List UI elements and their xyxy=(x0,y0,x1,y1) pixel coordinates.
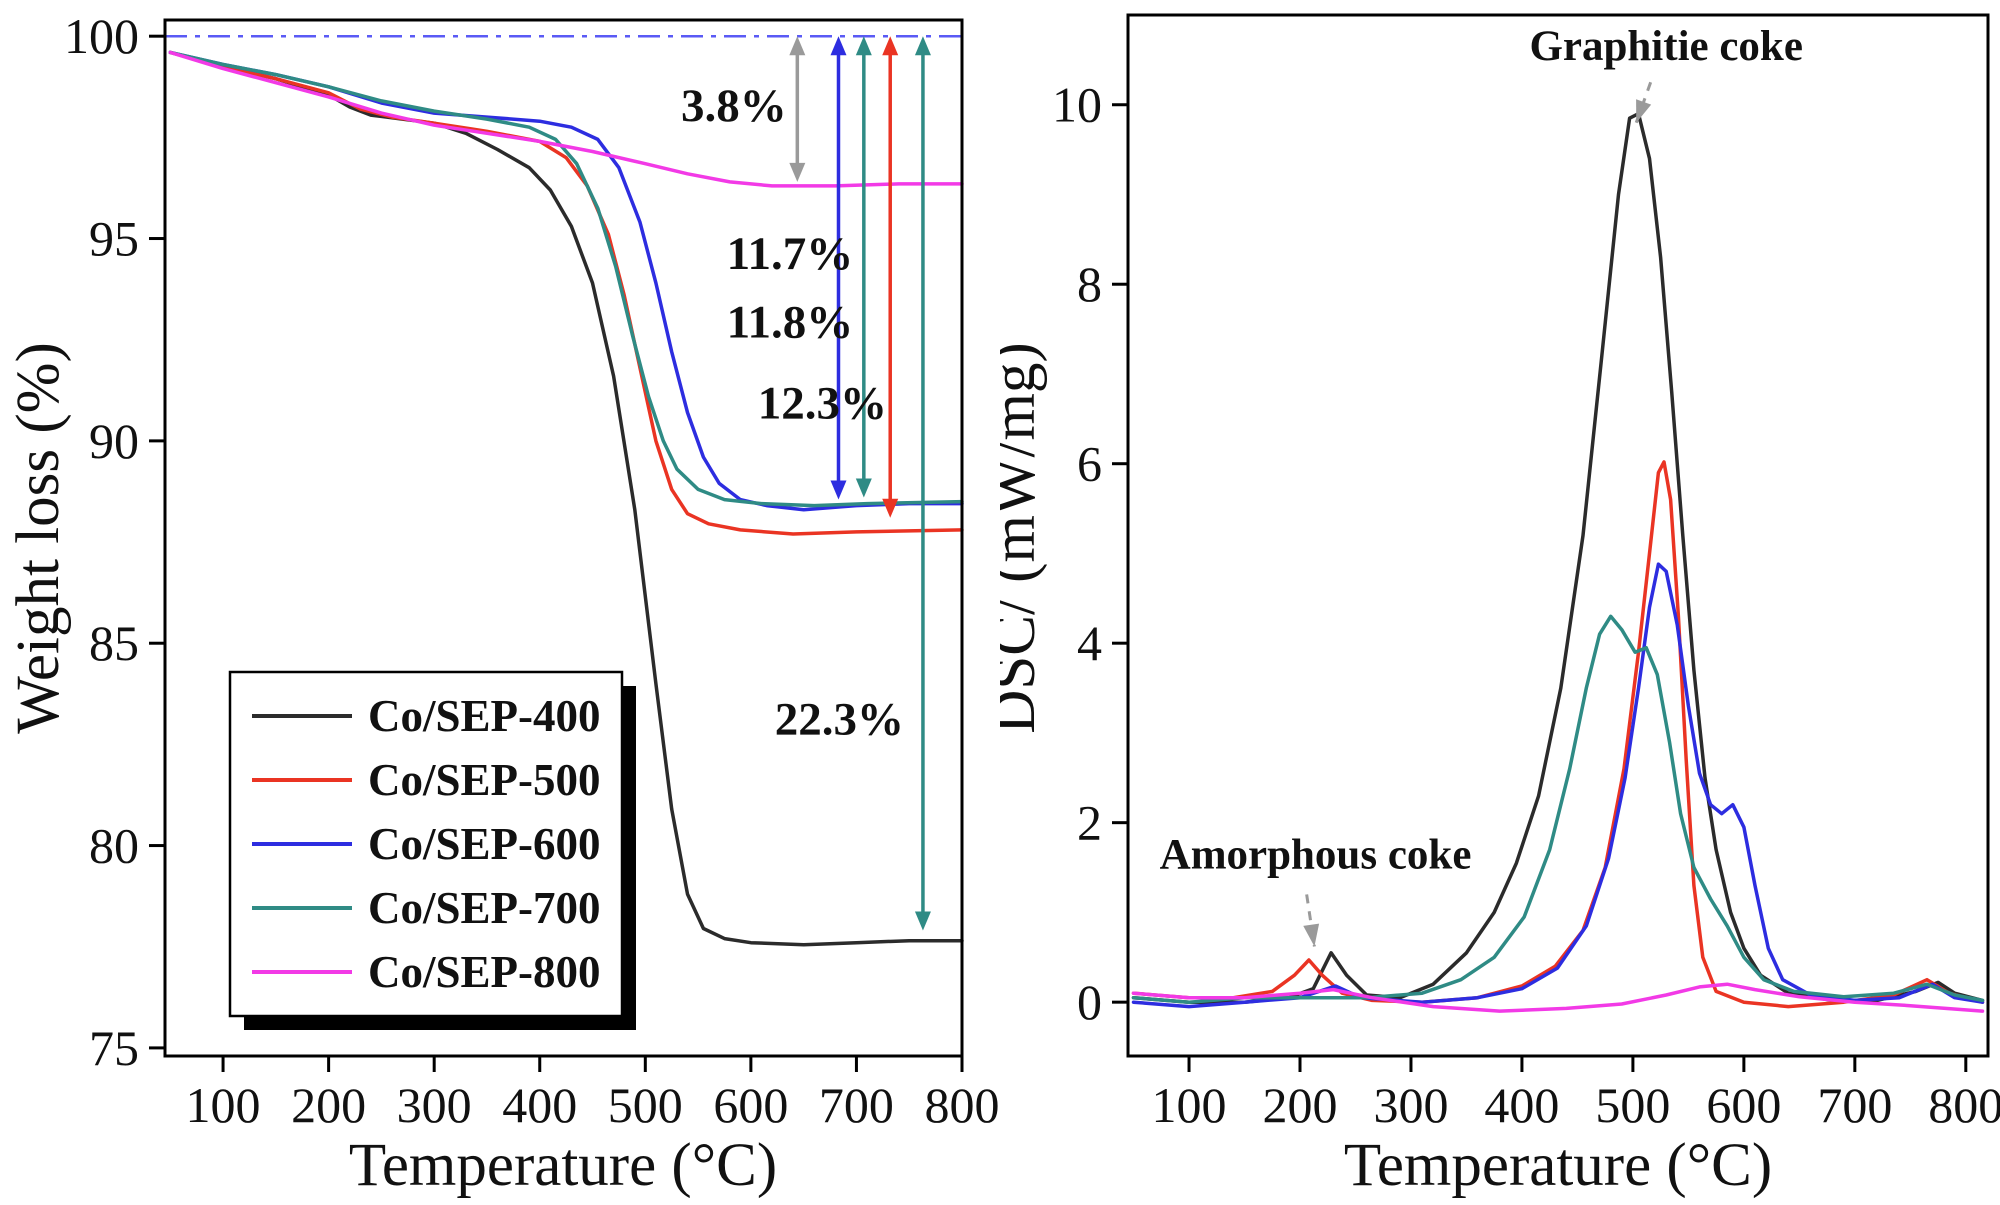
y-tick-label: 6 xyxy=(1077,436,1102,492)
arrowhead-down-icon xyxy=(830,480,847,500)
x-tick-label: 700 xyxy=(1817,1077,1892,1133)
y-tick-label: 2 xyxy=(1077,795,1102,851)
x-tick-label: 100 xyxy=(186,1077,261,1133)
pointer-arrow-line xyxy=(1305,894,1316,947)
curve-co-sep-500 xyxy=(1131,460,1985,1009)
curve-co-sep-400 xyxy=(1131,111,1985,1004)
arrowhead-up-icon xyxy=(882,36,899,56)
annotation-label-22-3-: 22.3% xyxy=(775,693,904,745)
annotation-label-11-8-: 11.8% xyxy=(727,297,854,349)
annotation-label-graphitie-coke: Graphitie coke xyxy=(1529,23,1803,70)
tga-chart: 100 200 300 400 500 600 700 800 75 80 85 90 95 100 Co/… xyxy=(5,8,1000,1199)
arrowhead-down-icon xyxy=(789,162,806,182)
y-tick-label: 0 xyxy=(1077,974,1102,1030)
y-tick-label: 10 xyxy=(1052,77,1102,133)
curve-co-sep-800 xyxy=(168,50,964,188)
x-tick-label: 300 xyxy=(1373,1077,1448,1133)
dsc-x-axis-title: Temperature (°C) xyxy=(1344,1132,1772,1199)
x-tick-label: 700 xyxy=(819,1077,894,1133)
x-tick-label: 200 xyxy=(291,1077,366,1133)
dsc-chart: 100 200 300 400 500 600 700 800 0 2 4 6 8 10 Graphitie… xyxy=(1000,13,2000,1199)
x-tick-label: 400 xyxy=(1484,1077,1559,1133)
x-tick-label: 100 xyxy=(1152,1077,1227,1133)
annotation-label-11-7-: 11.7% xyxy=(727,228,854,280)
legend-label-co-sep-800: Co/SEP-800 xyxy=(368,947,601,997)
x-tick-label: 800 xyxy=(925,1077,1000,1133)
legend-label-co-sep-500: Co/SEP-500 xyxy=(368,755,601,805)
y-tick-label: 95 xyxy=(89,211,139,267)
annotation-label-12-3-: 12.3% xyxy=(758,378,887,430)
arrowhead-down-icon xyxy=(855,478,872,498)
curve-co-sep-600 xyxy=(168,50,964,512)
curve-co-sep-700 xyxy=(168,50,964,508)
y-tick-label: 90 xyxy=(89,413,139,469)
dsc-plot-area: 100 200 300 400 500 600 700 800 0 2 4 6 8 10 Graphitie… xyxy=(1052,13,2000,1133)
dsc-y-axis-title: DSC/ (mW/mg) xyxy=(1000,342,1048,733)
y-tick-label: 80 xyxy=(89,818,139,874)
curve-co-sep-800 xyxy=(1131,982,1985,1013)
x-tick-label: 400 xyxy=(502,1077,577,1133)
annotation-label-3-8-: 3.8% xyxy=(681,80,787,132)
y-tick-label: 75 xyxy=(89,1020,139,1076)
legend-label-co-sep-400: Co/SEP-400 xyxy=(368,691,601,741)
y-tick-label: 100 xyxy=(64,8,139,64)
x-tick-label: 600 xyxy=(1706,1077,1781,1133)
legend-label-co-sep-700: Co/SEP-700 xyxy=(368,883,601,933)
arrowhead-up-icon xyxy=(914,36,931,56)
y-tick-label: 85 xyxy=(89,615,139,671)
plot-frame xyxy=(163,18,964,1058)
arrowhead-up-icon xyxy=(855,36,872,56)
x-tick-label: 300 xyxy=(397,1077,472,1133)
tga-plot-area: 100 200 300 400 500 600 700 800 75 80 85 90 95 100 Co/… xyxy=(64,8,1000,1133)
plot-frame xyxy=(1126,13,1990,1058)
y-tick-label: 8 xyxy=(1077,256,1102,312)
arrowhead-up-icon xyxy=(789,36,806,56)
x-tick-label: 800 xyxy=(1928,1077,2000,1133)
tga-x-axis-title: Temperature (°C) xyxy=(349,1132,777,1199)
arrowhead-icon xyxy=(1303,923,1320,947)
x-tick-label: 600 xyxy=(713,1077,788,1133)
x-tick-label: 500 xyxy=(608,1077,683,1133)
y-tick-label: 4 xyxy=(1077,615,1102,671)
curve-co-sep-600 xyxy=(1131,562,1985,1009)
arrowhead-down-icon xyxy=(882,498,899,518)
arrowhead-up-icon xyxy=(830,36,847,56)
x-tick-label: 500 xyxy=(1595,1077,1670,1133)
curve-co-sep-400 xyxy=(168,50,964,947)
arrowhead-down-icon xyxy=(914,911,931,931)
curve-co-sep-700 xyxy=(1131,614,1985,1004)
x-tick-label: 200 xyxy=(1263,1077,1338,1133)
tga-y-axis-title: Weight loss (%) xyxy=(5,342,72,734)
legend-label-co-sep-600: Co/SEP-600 xyxy=(368,819,601,869)
annotation-label-amorphous-coke: Amorphous coke xyxy=(1160,831,1472,878)
arrowhead-icon xyxy=(1636,99,1652,123)
